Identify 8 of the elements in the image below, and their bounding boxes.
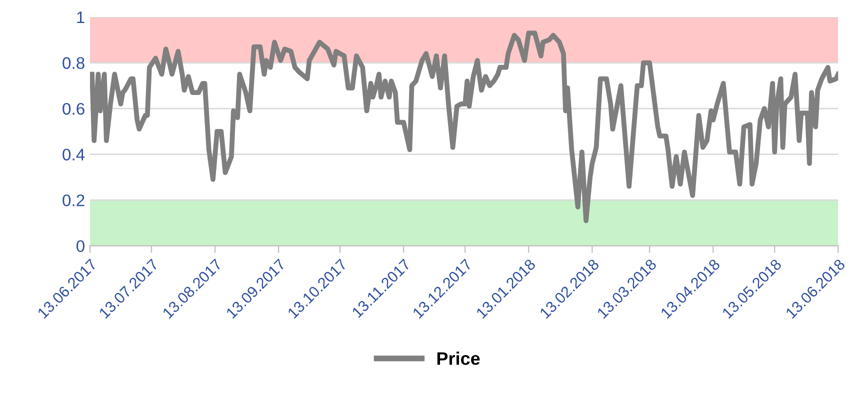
y-tick-label: 0.6 (62, 102, 84, 115)
y-tick-label: 0.8 (62, 57, 84, 69)
y-tick-label: 0.4 (62, 148, 85, 161)
legend-label: Price (437, 352, 480, 365)
line-series (90, 30, 838, 224)
y-tick-label: 0.2 (62, 194, 84, 206)
y-tick-label: 1 (77, 12, 84, 24)
y-tick-label: 0 (76, 240, 84, 252)
